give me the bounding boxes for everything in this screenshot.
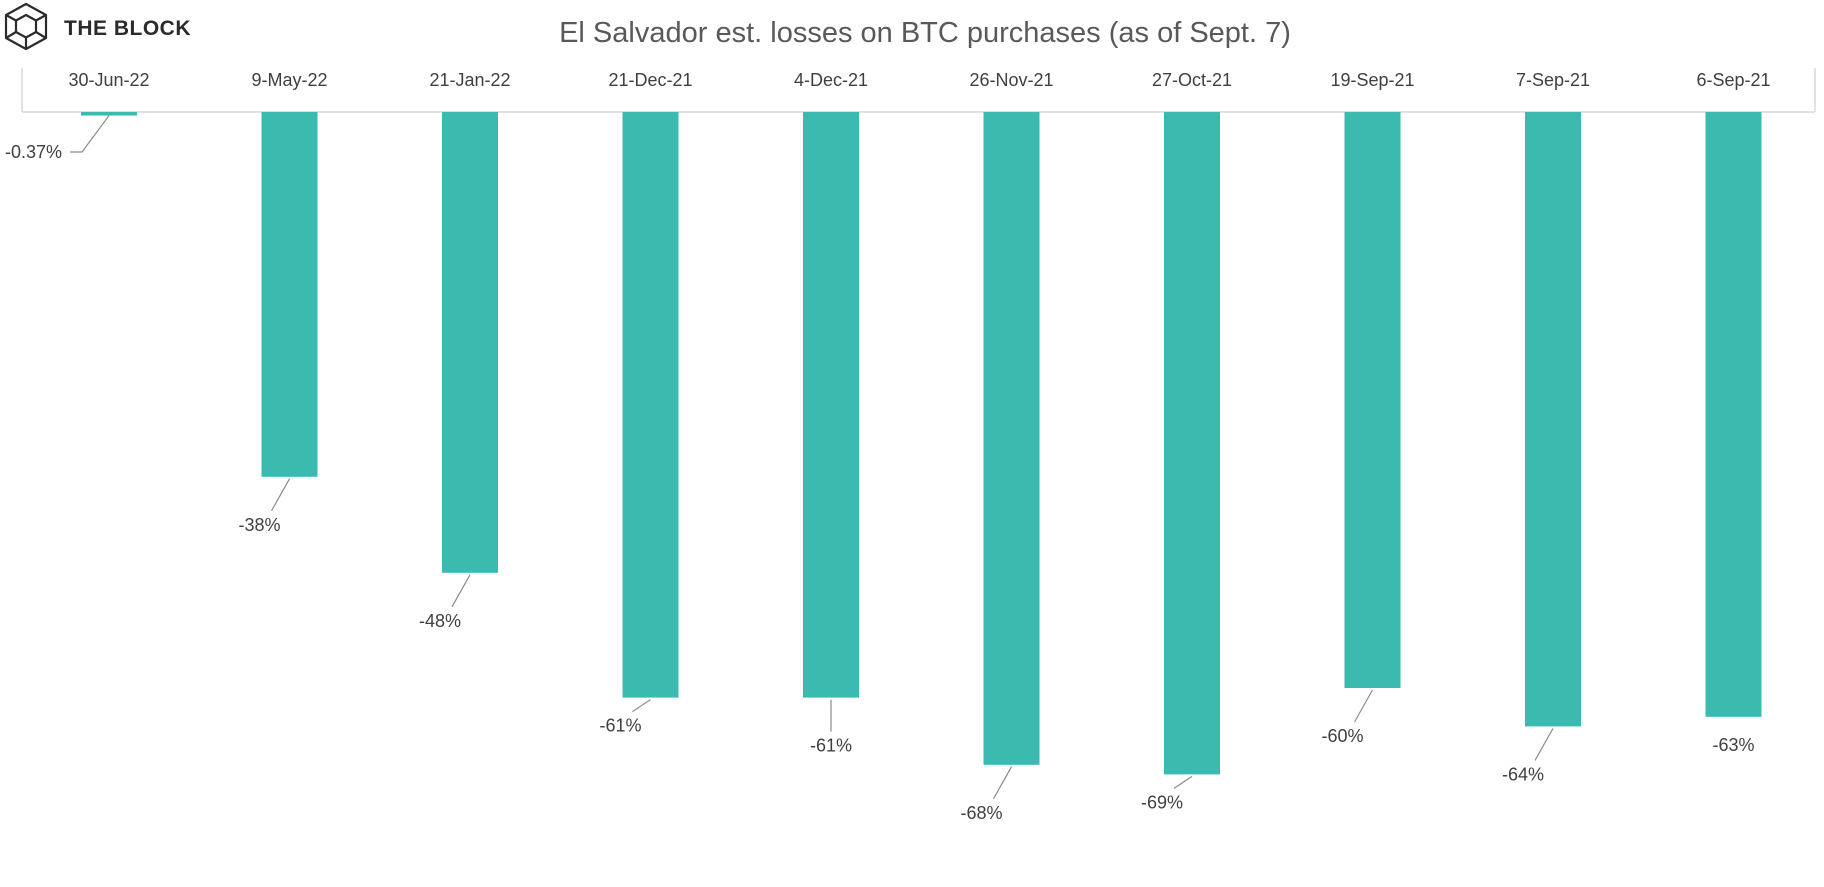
chart-title: El Salvador est. losses on BTC purchases… (559, 17, 1291, 49)
bars (81, 112, 1762, 775)
x-tick-label: 21-Dec-21 (608, 70, 692, 90)
bar (983, 112, 1040, 765)
data-label: -60% (1321, 726, 1363, 746)
leader-line (270, 478, 291, 512)
data-label: -64% (1502, 764, 1544, 784)
bar (1705, 112, 1762, 717)
x-tick-label: 9-May-22 (251, 70, 327, 90)
data-label: -61% (599, 716, 641, 736)
data-label: -38% (238, 515, 280, 535)
data-label: -0.37% (5, 142, 62, 162)
data-label: -69% (1141, 792, 1183, 812)
leader-line (1173, 775, 1193, 789)
data-label: -48% (419, 611, 461, 631)
cube-logo-icon (4, 2, 48, 51)
data-label: -68% (960, 803, 1002, 823)
brand-name: THE BLOCK (64, 17, 191, 40)
brand-logo: THE BLOCK (4, 2, 191, 51)
plot-frame (21, 68, 1816, 113)
bar (81, 112, 137, 116)
leader-line (632, 699, 651, 713)
bar (803, 112, 859, 698)
data-label: -61% (810, 736, 852, 756)
leader-line (451, 574, 471, 608)
data-labels: -0.37% -38% -48% -61% -61% -68% -69% -60% -64% -6… (5, 142, 1755, 823)
x-tick-label: 7-Sep-21 (1516, 70, 1590, 90)
bar (1525, 112, 1581, 727)
x-tick-label: 19-Sep-21 (1330, 70, 1414, 90)
leader-line (1534, 728, 1554, 761)
x-tick-label: 30-Jun-22 (68, 70, 149, 90)
x-axis-ticks: 30-Jun-22 9-May-22 21-Jan-22 21-Dec-21 4-Dec… (68, 70, 1770, 90)
x-tick-label: 4-Dec-21 (794, 70, 868, 90)
leader-line (992, 766, 1013, 800)
bar (1164, 112, 1220, 775)
x-tick-label: 6-Sep-21 (1696, 70, 1770, 90)
leader-lines (70, 115, 1554, 800)
x-tick-label: 27-Oct-21 (1152, 70, 1232, 90)
x-tick-label: 21-Jan-22 (429, 70, 510, 90)
x-tick-label: 26-Nov-21 (969, 70, 1053, 90)
leader-line (70, 115, 110, 153)
bar (1344, 112, 1401, 688)
bar (261, 112, 318, 477)
leader-line (1353, 689, 1374, 723)
data-label: -63% (1712, 735, 1754, 755)
bar (442, 112, 498, 573)
bar (622, 112, 679, 698)
